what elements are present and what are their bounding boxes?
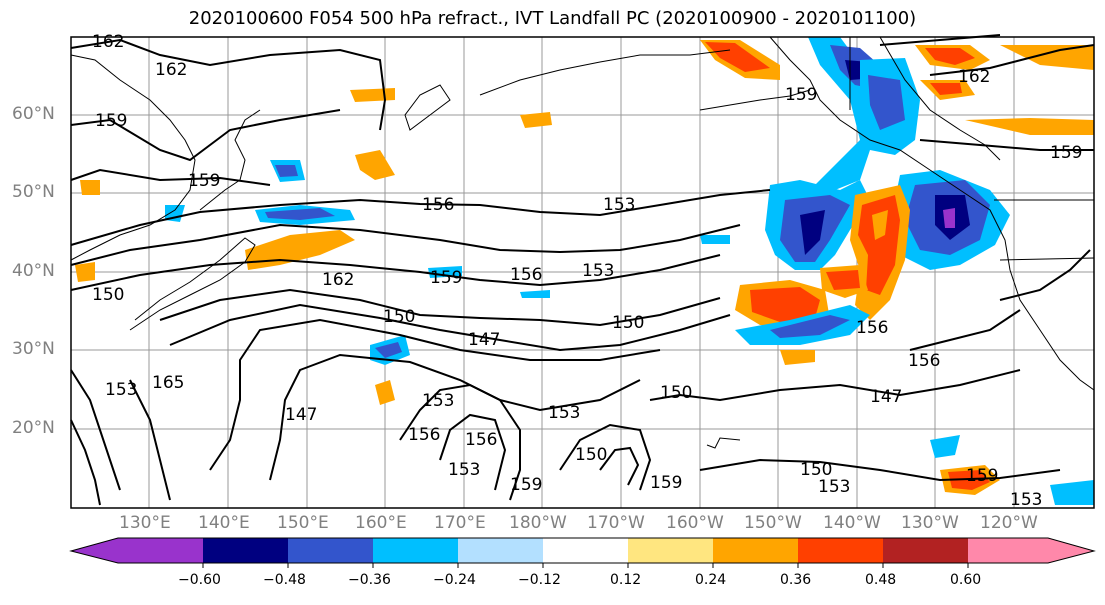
lon-label: 120°W	[980, 513, 1038, 533]
contour-label: 150	[92, 285, 124, 305]
colorbar-swatch	[118, 538, 203, 563]
colorbar-tick: −0.36	[348, 572, 391, 588]
contour-label: 162	[322, 270, 354, 290]
lat-label: 30°N	[12, 339, 55, 359]
contour-label: 153	[448, 460, 480, 480]
contour-label: 153	[1010, 490, 1042, 510]
contour-label: 159	[650, 473, 682, 493]
contour-label: 162	[92, 32, 124, 52]
colorbar-tick: −0.60	[178, 572, 221, 588]
colorbar-tick: 0.24	[695, 572, 727, 588]
contour-label: 150	[575, 445, 607, 465]
lon-label: 140°W	[823, 513, 881, 533]
contour-label: 153	[422, 391, 454, 411]
colorbar-tick: 0.60	[950, 572, 982, 588]
contour-label: 156	[856, 318, 888, 338]
contour-label: 159	[1050, 143, 1082, 163]
contour-label: 150	[800, 460, 832, 480]
colorbar-swatch	[543, 538, 628, 563]
colorbar-tick: 0.48	[865, 572, 897, 588]
colorbar-swatch	[968, 538, 1048, 563]
contour-label: 156	[422, 195, 454, 215]
map-border	[70, 36, 1095, 509]
contour-label: 165	[152, 373, 184, 393]
contour-label: 153	[105, 380, 137, 400]
contour-label: 147	[870, 387, 902, 407]
colorbar-tick: 0.36	[780, 572, 812, 588]
lat-label: 40°N	[12, 261, 55, 281]
colorbar-tick: −0.12	[518, 572, 561, 588]
contour-label: 156	[908, 351, 940, 371]
map-title: 2020100600 F054 500 hPa refract., IVT La…	[188, 8, 917, 29]
colorbar-tick: 0.12	[610, 572, 642, 588]
contour-label: 159	[785, 85, 817, 105]
colorbar-swatch	[798, 538, 883, 563]
contour-labels: 162 162 162 159 159 159 156 153 162 159 …	[92, 32, 1082, 510]
lon-label: 160°E	[355, 513, 407, 533]
contour-label: 153	[582, 261, 614, 281]
contour-label: 159	[430, 268, 462, 288]
lon-label: 170°W	[587, 513, 645, 533]
lat-label: 50°N	[12, 182, 55, 202]
colorbar-swatch	[458, 538, 543, 563]
colorbar-tick: −0.24	[433, 572, 476, 588]
colorbar-swatch	[288, 538, 373, 563]
contour-label: 159	[95, 111, 127, 131]
lat-label: 60°N	[12, 104, 55, 124]
contour-label: 159	[510, 475, 542, 495]
lat-label: 20°N	[12, 418, 55, 438]
lon-label: 150°E	[277, 513, 329, 533]
contour-label: 156	[510, 265, 542, 285]
contour-label: 150	[660, 383, 692, 403]
lon-label: 170°E	[434, 513, 486, 533]
contour-label: 159	[966, 466, 998, 486]
colorbar-swatch	[883, 538, 968, 563]
colorbar-extend-low	[71, 538, 118, 563]
contour-label: 147	[285, 405, 317, 425]
lon-label: 150°W	[744, 513, 802, 533]
contour-label: 156	[465, 430, 497, 450]
lon-label: 130°E	[119, 513, 171, 533]
colorbar-swatch	[203, 538, 288, 563]
contour-label: 153	[818, 477, 850, 497]
lon-label: 130°W	[901, 513, 959, 533]
graticule	[71, 37, 1094, 508]
lon-label: 180°W	[509, 513, 567, 533]
contour-label: 156	[408, 425, 440, 445]
shading-fields	[75, 37, 1094, 505]
contour-label: 159	[188, 171, 220, 191]
colorbar-swatch	[713, 538, 798, 563]
colorbar-swatch	[628, 538, 713, 563]
lon-label: 160°W	[666, 513, 724, 533]
contour-label: 162	[155, 60, 187, 80]
contour-label: 153	[548, 403, 580, 423]
lon-label: 140°E	[198, 513, 250, 533]
colorbar-swatch	[373, 538, 458, 563]
contour-label: 153	[603, 195, 635, 215]
contour-label: 150	[612, 313, 644, 333]
contour-label: 147	[468, 330, 500, 350]
coastlines	[70, 36, 1095, 449]
contour-label: 162	[958, 67, 990, 87]
colorbar	[69, 537, 1096, 568]
refractivity-contours	[70, 34, 1095, 506]
colorbar-extend-high	[1048, 538, 1094, 563]
colorbar-tick: −0.48	[263, 572, 306, 588]
contour-label: 150	[383, 307, 415, 327]
